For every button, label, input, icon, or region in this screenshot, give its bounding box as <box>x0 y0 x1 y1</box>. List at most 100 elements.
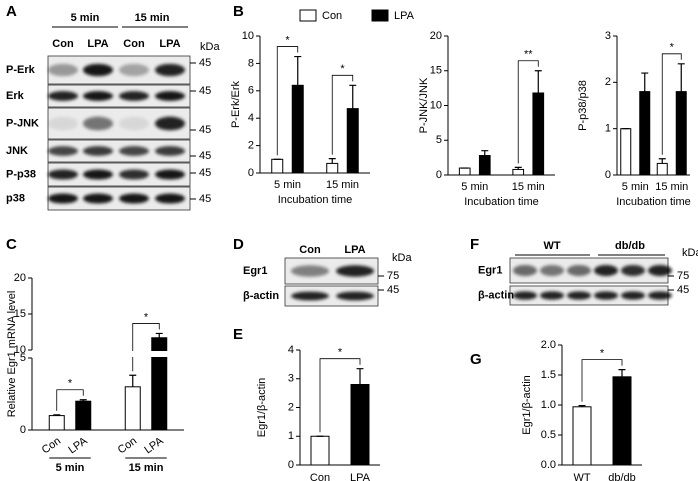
x-tick-label: 5 min <box>274 179 301 191</box>
marker-label: 75 <box>387 270 399 282</box>
y-tick-label: 1.5 <box>541 369 556 381</box>
y-tick-label: 5 <box>20 352 26 364</box>
x-tick-label: LPA <box>350 472 371 481</box>
blot-band <box>594 265 618 276</box>
bar <box>124 386 141 431</box>
error-bar <box>641 72 649 92</box>
axis-break-gap <box>33 351 185 357</box>
bar <box>458 167 471 176</box>
y-tick-label: 20 <box>14 272 26 284</box>
bar <box>532 92 545 176</box>
panel-letter: E <box>233 326 243 343</box>
panel-letter: G <box>470 351 482 368</box>
unit-label: kDa <box>392 252 412 264</box>
y-tick-label: 2.0 <box>541 339 556 351</box>
y-tick-label: 8 <box>248 57 254 69</box>
error-bar <box>294 55 302 86</box>
blot-band <box>621 265 645 276</box>
x-tick-label: 5 min <box>56 462 85 474</box>
legend-swatch <box>371 9 389 22</box>
significance-label: * <box>68 378 73 390</box>
error-bar <box>79 399 87 402</box>
blot-band <box>155 116 185 131</box>
blot-strip <box>284 285 379 307</box>
bar-label: Con <box>116 435 139 456</box>
blot-band <box>48 116 78 131</box>
legend-label: LPA <box>394 10 415 22</box>
y-tick-label: 0.0 <box>541 459 556 471</box>
bar <box>75 400 92 431</box>
significance-bracket <box>56 389 84 411</box>
blot-band <box>48 193 78 204</box>
significance-label: ** <box>524 49 533 61</box>
bar <box>326 162 339 174</box>
group-label: 5 min <box>71 12 100 24</box>
blot-band <box>119 116 149 131</box>
bar <box>48 415 65 431</box>
blot-band <box>336 291 374 301</box>
y-tick-label: 10 <box>430 99 442 111</box>
y-tick-label: 2 <box>248 140 254 152</box>
group-label: 15 min <box>135 12 170 24</box>
y-tick-label: 15 <box>14 308 26 320</box>
error-bar <box>129 374 137 387</box>
x-axis-label: Incubation time <box>616 196 691 208</box>
x-tick-label: WT <box>573 472 590 481</box>
y-tick-label: 0 <box>248 167 254 179</box>
x-tick-label: 15 min <box>326 179 359 191</box>
marker-label: 45 <box>199 57 211 69</box>
marker-label: 45 <box>199 167 211 179</box>
bar <box>620 128 632 176</box>
y-tick-label: 2 <box>288 401 294 413</box>
bar <box>478 155 491 176</box>
bar <box>656 162 668 176</box>
blot-band <box>83 91 113 101</box>
y-tick-label: 1.0 <box>541 399 556 411</box>
x-tick-label: 5 min <box>461 181 488 193</box>
significance-bracket <box>331 74 354 155</box>
error-bar <box>356 368 364 385</box>
panel-letter: A <box>6 3 17 20</box>
x-tick-label: 15 min <box>655 181 688 193</box>
y-tick-label: 0.5 <box>541 429 556 441</box>
bar <box>291 84 304 174</box>
blot-band <box>48 63 78 77</box>
y-tick-label: 10 <box>14 344 26 356</box>
error-bar <box>677 63 685 92</box>
error-bar <box>53 414 61 416</box>
marker-label: 45 <box>677 284 689 296</box>
y-tick-label: 4 <box>248 112 254 124</box>
blot-band <box>336 265 374 277</box>
row-label: p38 <box>6 192 25 204</box>
row-label: Egr1 <box>478 264 502 276</box>
bar-label: LPA <box>66 435 90 457</box>
bar <box>612 376 632 466</box>
bar <box>639 91 651 176</box>
x-tick-label: 5 min <box>622 181 649 193</box>
blot-band <box>119 193 149 204</box>
blot-band <box>540 291 564 300</box>
y-axis-label: Egr1/β-actin <box>521 375 533 435</box>
significance-bracket <box>581 359 623 402</box>
y-tick-label: 10 <box>242 30 254 42</box>
blot-band <box>48 91 78 101</box>
blot-band <box>48 169 78 180</box>
blot-band <box>621 291 645 300</box>
bar <box>346 108 359 174</box>
row-label: Egr1 <box>243 265 267 277</box>
blot-band <box>83 169 113 180</box>
y-tick-label: 0 <box>436 169 442 181</box>
x-axis-label: Incubation time <box>464 196 539 208</box>
blot-band <box>119 146 149 156</box>
bar-label: LPA <box>142 435 166 457</box>
blot-band <box>155 169 185 180</box>
blot-band <box>513 265 537 276</box>
y-tick-label: 6 <box>248 85 254 97</box>
row-label: β-actin <box>243 290 279 302</box>
row-label: β-actin <box>478 289 514 301</box>
blot-band <box>119 169 149 180</box>
significance-label: * <box>338 347 343 359</box>
row-label: P-p38 <box>6 168 36 180</box>
y-tick-label: 2 <box>605 76 611 88</box>
